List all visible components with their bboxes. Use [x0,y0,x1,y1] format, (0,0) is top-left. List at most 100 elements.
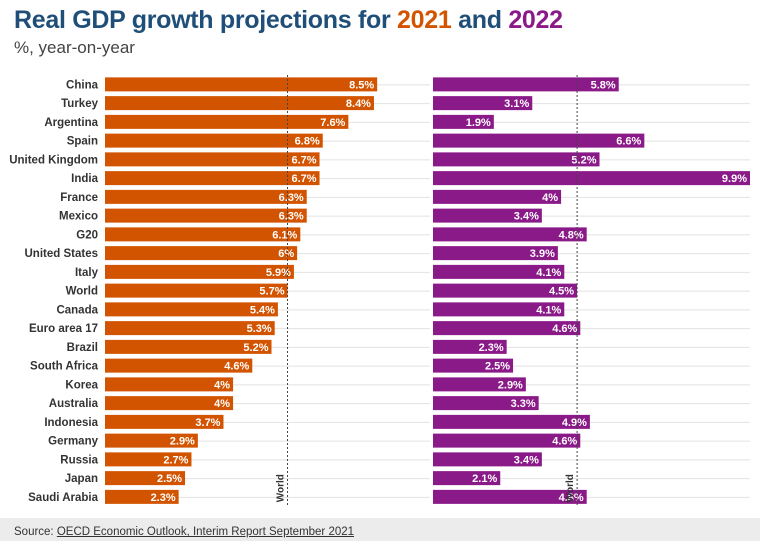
bar-2021 [105,264,294,279]
bar-2021 [105,96,374,111]
source-prefix: Source: [14,526,57,538]
bar-value-label: 5.3% [247,323,272,335]
bar-value-label: 8.4% [346,98,371,110]
bar-2022 [433,471,501,486]
bar-value-label: 3.4% [514,211,539,223]
bar-2022 [433,77,619,92]
bar-value-label: 2.9% [498,379,523,391]
category-label: Japan [65,473,98,485]
bar-value-label: 2.3% [151,492,176,504]
category-label: Spain [67,136,98,148]
bar-2021 [105,433,198,448]
bar-value-label: 6.8% [295,136,320,148]
bar-2021 [105,208,307,223]
bar-value-label: 2.9% [170,436,195,448]
bar-value-label: 4.1% [536,267,561,279]
bar-value-label: 2.7% [163,454,188,466]
category-label: World [66,286,98,298]
title-year-2021: 2021 [397,6,452,34]
title-year-2022: 2022 [508,6,563,34]
bar-value-label: 3.9% [530,248,555,260]
category-label: Euro area 17 [29,323,98,335]
bar-value-label: 1.9% [466,117,491,129]
category-label: Russia [60,454,98,466]
bar-2021 [105,302,278,317]
bar-2021 [105,321,275,336]
bar-2022 [433,283,578,298]
bar-2022 [433,152,600,167]
source-note: Source: OECD Economic Outlook, Interim R… [14,526,354,538]
category-label: China [66,79,99,91]
category-label: South Africa [30,361,99,373]
category-label: India [71,173,98,185]
bar-value-label: 5.4% [250,304,275,316]
bar-value-label: 6.1% [272,229,297,241]
bar-2022 [433,321,581,336]
bar-value-label: 2.3% [479,342,504,354]
bar-2022 [433,133,645,148]
bar-value-label: 6.3% [279,211,304,223]
bar-value-label: 5.9% [266,267,291,279]
bar-2021 [105,171,320,186]
bar-2022 [433,433,581,448]
category-label: Brazil [67,342,98,354]
bar-2021 [105,133,323,148]
bar-value-label: 9.9% [722,173,747,185]
bar-value-label: 3.4% [514,454,539,466]
bar-2021 [105,471,186,486]
source-link[interactable]: OECD Economic Outlook, Interim Report Se… [56,526,355,538]
bar-chart: China Turkey Argentina Spain United Kingdom I… [9,75,750,507]
bar-2022 [433,246,558,261]
category-label: Italy [75,267,99,279]
bar-2022 [433,396,539,411]
bar-2022 [433,489,587,504]
bar-2022 [433,452,542,467]
bar-2022 [433,377,526,392]
bar-2021 [105,283,288,298]
category-label: United Kingdom [9,154,98,166]
category-label: Mexico [59,211,98,223]
bar-value-label: 4.6% [552,323,577,335]
title-conjunction: and [451,6,509,34]
chart-title: Real GDP growth projections for 2021 and… [14,6,563,35]
bar-value-label: 5.8% [591,79,616,91]
bar-2022 [433,171,750,186]
bar-value-label: 8.5% [349,79,374,91]
bar-value-label: 5.2% [243,342,268,354]
bar-2021 [105,152,320,167]
category-label: Indonesia [44,417,98,429]
bar-2022 [433,208,542,223]
bar-2021 [105,189,307,204]
bar-2022 [433,227,587,242]
bar-2022 [433,302,565,317]
category-label: Turkey [61,98,98,110]
bar-2022 [433,339,507,354]
bar-value-label: 2.5% [485,361,510,373]
bar-value-label: 4% [214,379,230,391]
title-text: Real GDP growth projections for [14,6,398,34]
bar-2021 [105,414,224,429]
bar-2022 [433,264,565,279]
category-label: G20 [76,229,98,241]
bar-value-label: 2.1% [472,473,497,485]
bar-2022 [433,96,533,111]
bar-2021 [105,339,272,354]
category-label: United States [25,248,99,260]
bar-2021 [105,246,298,261]
bar-2021 [105,227,301,242]
bar-2022 [433,414,590,429]
bar-2022 [433,114,494,129]
bar-value-label: 3.7% [195,417,220,429]
bar-value-label: 4.6% [224,361,249,373]
reference-label-world: World [565,474,576,502]
bar-value-label: 3.3% [511,398,536,410]
category-label: Australia [49,398,99,410]
bar-value-label: 5.7% [259,286,284,298]
category-label: France [60,192,98,204]
bar-value-label: 4.6% [552,436,577,448]
bar-2021 [105,396,234,411]
category-label: Germany [48,436,98,448]
bar-value-label: 6.7% [291,154,316,166]
bar-2021 [105,452,192,467]
bar-value-label: 5.2% [571,154,596,166]
